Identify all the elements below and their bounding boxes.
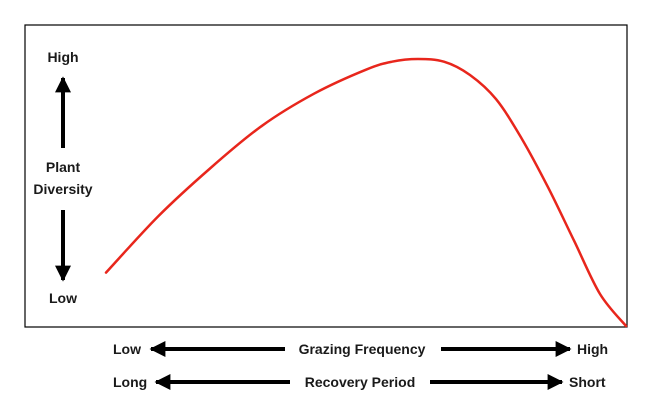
y-low-label: Low (49, 290, 77, 306)
y-high-label: High (47, 49, 78, 65)
diversity-curve (104, 57, 628, 328)
recovery-left-label: Long (113, 374, 147, 390)
y-axis-title-line2: Diversity (33, 181, 92, 197)
recovery-axis-title: Recovery Period (305, 374, 416, 390)
freq-right-label: High (577, 341, 608, 357)
recovery-right-label: Short (569, 374, 606, 390)
plot-frame (24, 24, 628, 328)
y-axis-title-line1: Plant (46, 159, 81, 175)
freq-left-label: Low (113, 341, 141, 357)
freq-axis-title: Grazing Frequency (299, 341, 426, 357)
